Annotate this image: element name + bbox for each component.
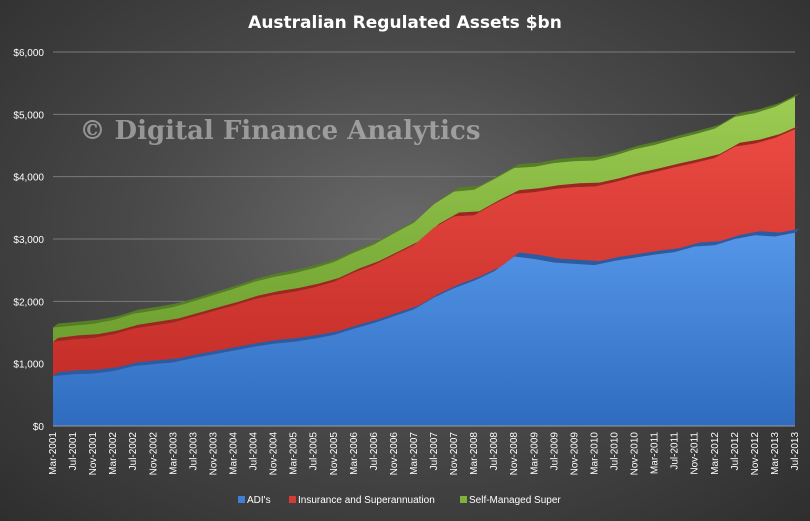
y-tick-label: $4,000 [13,173,44,184]
legend-item-insurance-superannuation: Insurance and Superannuation [289,495,435,506]
x-tick-label: Mar-2012 [710,432,721,475]
y-tick-label: $2,000 [13,297,44,308]
x-tick-label: Jul-2006 [369,432,380,471]
x-tick-label: Nov-2012 [750,432,761,476]
x-tick-label: Nov-2002 [148,432,159,476]
legend-item-self-managed-super: Self-Managed Super [460,495,561,506]
x-tick-label: Nov-2009 [569,432,580,476]
x-tick-label: Nov-2001 [88,432,99,476]
legend-swatch [460,496,467,503]
x-tick-label: Jul-2005 [309,432,320,471]
x-tick-label: Mar-2001 [48,432,59,475]
x-tick-label: Mar-2009 [529,432,540,475]
x-tick-label: Jul-2010 [610,432,621,471]
x-tick-label: Jul-2011 [670,432,681,470]
x-tick-label: Mar-2003 [168,432,179,475]
x-tick-label: Jul-2001 [68,432,79,471]
x-tick-label: Jul-2003 [188,432,199,471]
legend-label: Insurance and Superannuation [298,495,435,506]
x-tick-label: Mar-2011 [650,432,661,474]
x-tick-label: Jul-2012 [730,432,741,471]
legend-swatch [238,496,245,503]
x-tick-label: Nov-2010 [630,432,641,476]
x-tick-label: Jul-2002 [128,432,139,471]
x-tick-label: Nov-2003 [208,432,219,476]
x-tick-label: Jul-2013 [790,432,801,471]
x-tick-label: Mar-2010 [589,432,600,475]
x-tick-label: Mar-2005 [289,432,300,475]
y-tick-label: $6,000 [13,48,44,59]
y-tick-label: $1,000 [13,360,44,371]
x-tick-label: Jul-2004 [249,432,260,471]
x-tick-label: Mar-2007 [409,432,420,475]
x-tick-label: Mar-2008 [469,432,480,475]
chart-title: Australian Regulated Assets $bn [248,13,562,33]
x-tick-label: Nov-2007 [449,432,460,476]
x-tick-label: Nov-2008 [509,432,520,476]
watermark-text: © Digital Finance Analytics [80,116,481,146]
legend-label: ADI's [247,495,271,506]
y-tick-label: $5,000 [13,110,44,121]
x-tick-label: Jul-2008 [489,432,500,471]
legend-label: Self-Managed Super [469,495,561,506]
x-tick-label: Nov-2006 [389,432,400,476]
area-adis [53,232,795,426]
x-tick-label: Jul-2009 [549,432,560,471]
y-tick-label: $0 [33,422,45,433]
legend-item-adis: ADI's [238,495,271,506]
x-tick-label: Mar-2002 [108,432,119,475]
x-tick-label: Mar-2006 [349,432,360,475]
x-tick-label: Nov-2004 [269,432,280,476]
x-tick-label: Nov-2005 [329,432,340,476]
x-tick-label: Mar-2004 [228,432,239,475]
x-tick-label: Mar-2013 [770,432,781,475]
area-self-managed-super [53,96,795,342]
x-tick-label: Jul-2007 [429,432,440,471]
legend-swatch [289,496,296,503]
y-tick-label: $3,000 [13,235,44,246]
area-insurance-superannuation [53,129,795,377]
x-tick-label: Nov-2011 [690,432,701,475]
